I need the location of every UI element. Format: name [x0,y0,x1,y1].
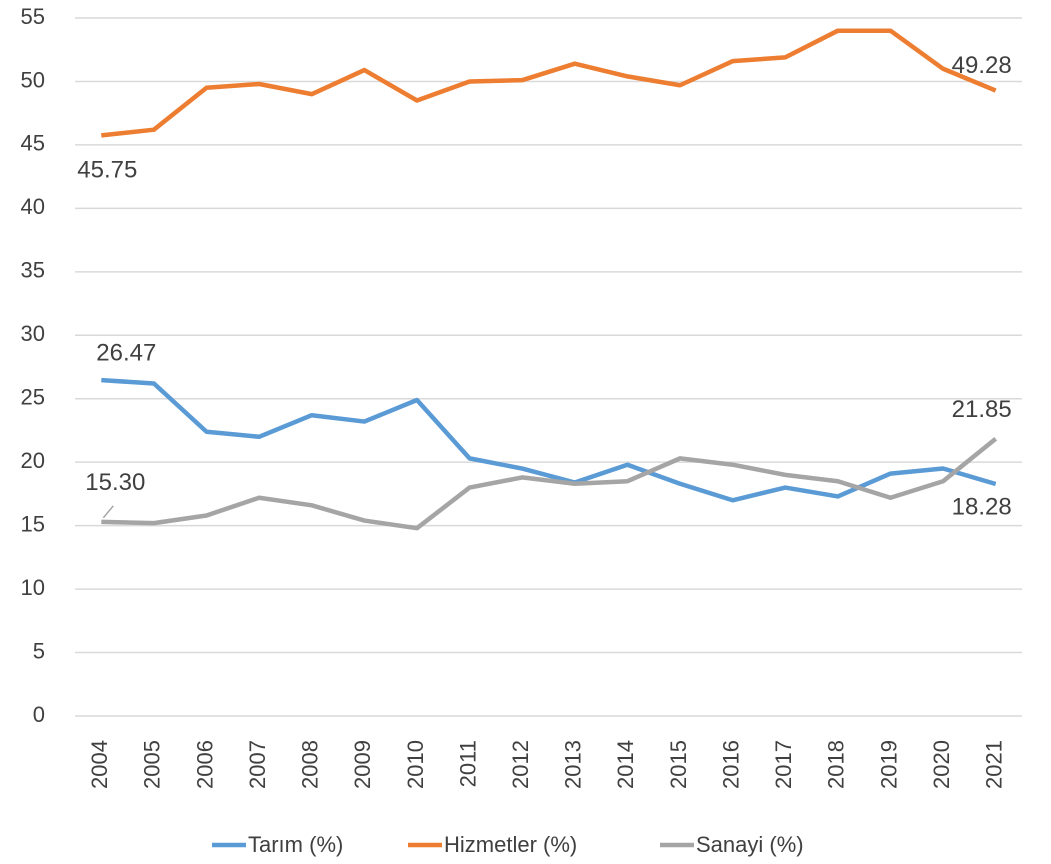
data-label: 49.28 [952,52,1012,79]
y-tick-label: 35 [21,258,45,283]
data-label: 15.30 [85,469,145,496]
x-tick-label: 2005 [140,740,165,789]
y-tick-label: 30 [21,321,45,346]
x-tick-label: 2004 [87,740,112,789]
data-label: 45.75 [77,157,137,184]
y-tick-label: 10 [21,575,45,600]
x-tick-label: 2006 [192,740,217,789]
x-tick-label: 2009 [350,740,375,789]
x-tick-label: 2008 [298,740,323,789]
y-tick-label: 5 [33,638,45,663]
y-tick-label: 25 [21,385,45,410]
data-label: 21.85 [952,396,1012,423]
leader-line [102,505,114,519]
x-tick-label: 2012 [508,740,533,789]
y-tick-label: 55 [21,4,45,29]
legend-label: Sanayi (%) [696,832,804,857]
x-tick-label: 2020 [929,740,954,789]
x-tick-label: 2018 [824,740,849,789]
x-tick-label: 2021 [982,740,1007,789]
series-line [101,28,997,138]
x-tick-label: 2010 [403,740,428,789]
legend-label: Hizmetler (%) [444,832,577,857]
y-tick-label: 40 [21,194,45,219]
x-tick-label: 2019 [876,740,901,789]
x-tick-label: 2014 [613,740,638,789]
x-tick-label: 2017 [771,740,796,789]
y-tick-label: 20 [21,448,45,473]
series-line [101,377,997,503]
x-tick-label: 2011 [455,740,480,787]
y-tick-label: 0 [33,702,45,727]
y-tick-label: 45 [21,131,45,156]
x-tick-label: 2016 [718,740,743,789]
x-tick-label: 2007 [245,740,270,789]
x-tick-label: 2013 [561,740,586,789]
legend-label: Tarım (%) [248,832,343,857]
data-label: 26.47 [96,339,156,366]
x-tick-label: 2015 [666,740,691,789]
y-tick-label: 50 [21,67,45,92]
y-tick-label: 15 [21,511,45,536]
series-line [101,436,998,531]
data-label: 18.28 [952,493,1012,520]
